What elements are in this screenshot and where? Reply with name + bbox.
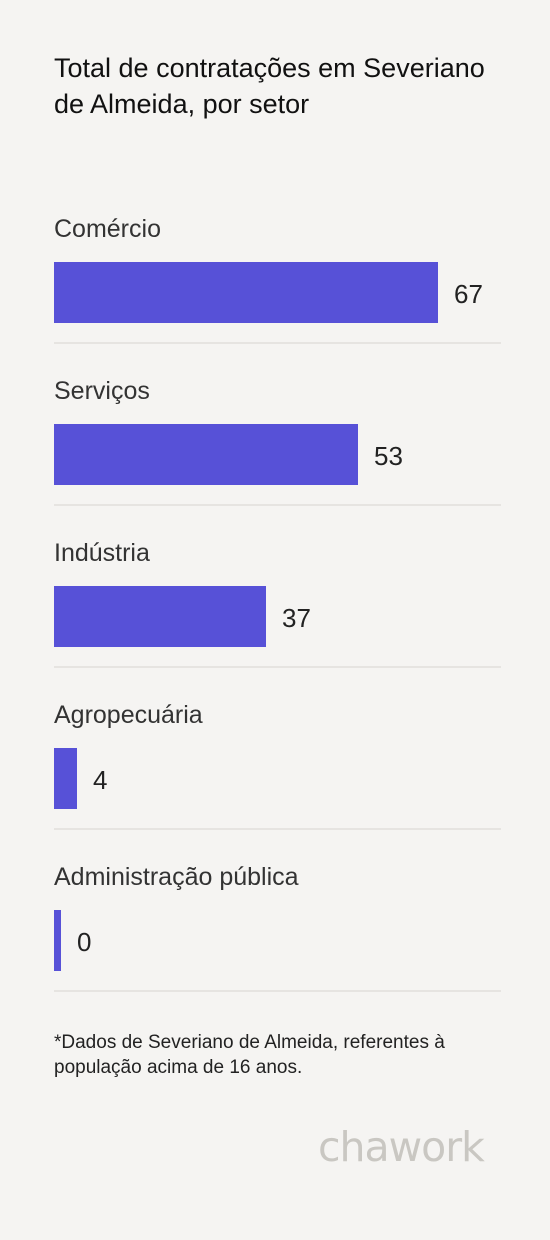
row-divider [54,342,501,344]
category-label: Serviços [54,377,150,405]
row-divider [54,828,501,830]
bar [54,262,438,323]
bar [54,424,358,485]
logo-text: chawork [318,1123,485,1171]
bar-row: Indústria 37 [54,524,501,686]
category-label: Administração pública [54,863,299,891]
row-divider [54,990,501,992]
bar-value-label: 53 [374,441,403,471]
bar-value-label: 0 [77,927,92,957]
category-label: Agropecuária [54,701,203,729]
bar-row: Agropecuária 4 [54,686,501,848]
bar [54,910,61,971]
bar-value-label: 37 [282,603,311,633]
bar-row: Comércio 67 [54,200,501,362]
footnote: *Dados de Severiano de Almeida, referent… [54,1032,445,1078]
row-divider [54,504,501,506]
bar-value-label: 67 [454,279,483,309]
category-label: Comércio [54,215,161,243]
bar-row: Serviços 53 [54,362,501,524]
bar [54,748,77,809]
row-divider [54,666,501,668]
bar-value-label: 4 [93,765,108,795]
category-label: Indústria [54,539,150,567]
bar-chart: Comércio 67 Serviços 53 Indústria 37 Agropecuá… [54,200,501,1010]
chart-title: Total de contratações em Severiano de Al… [54,53,485,119]
bar [54,586,266,647]
chawork-logo: chawork [318,1122,504,1178]
bar-row: Administração pública 0 [54,848,501,1010]
